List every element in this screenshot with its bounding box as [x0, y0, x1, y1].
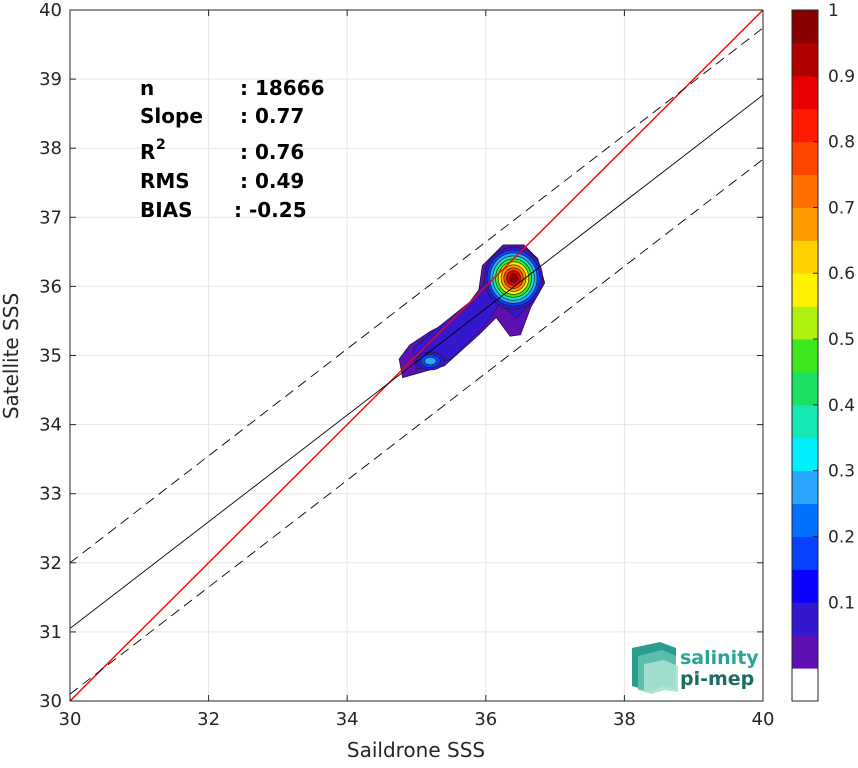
y-tick-label: 40 — [39, 0, 62, 21]
contour-level — [424, 356, 437, 366]
confidence-line — [70, 27, 763, 564]
x-tick-label: 38 — [613, 709, 636, 730]
y-axis-ticks: 30 31 32 33 34 35 36 37 38 39 40 — [39, 0, 763, 712]
stats-box: n : 18666 Slope : 0.77 R 2 : 0.76 RMS : … — [140, 76, 325, 222]
y-tick-label: 36 — [39, 276, 62, 297]
stat-label-rms: RMS — [140, 169, 190, 193]
stat-value-bias: : -0.25 — [234, 198, 307, 222]
colorbar-segment — [792, 602, 818, 636]
colorbar-segment — [792, 240, 818, 274]
y-tick-label: 38 — [39, 138, 62, 159]
colorbar-tick-label: 0.5 — [828, 330, 855, 350]
colorbar-ticks: 0.1 0.2 0.3 0.4 0.5 0.6 0.7 0.8 0.9 1 — [813, 1, 855, 613]
x-tick-label: 40 — [752, 709, 775, 730]
stat-value-rms: : 0.49 — [240, 169, 304, 193]
colorbar-segment — [792, 437, 818, 472]
colorbar-tick-label: 0.7 — [828, 198, 855, 218]
x-tick-label: 32 — [197, 709, 220, 730]
colorbar-segment — [792, 536, 818, 570]
colorbar-tick-label: 0.3 — [828, 462, 855, 482]
stat-value-r2: : 0.76 — [240, 140, 304, 164]
colorbar-segment — [792, 470, 818, 505]
y-tick-label: 37 — [39, 207, 62, 228]
identity-line — [70, 10, 763, 701]
logo-line1: salinity — [680, 647, 759, 669]
colorbar-segment — [792, 404, 818, 439]
colorbar-segment — [792, 75, 818, 110]
colorbar-segment — [792, 569, 818, 603]
colorbar-tick-label: 0.2 — [828, 527, 855, 547]
x-axis-ticks: 30 32 34 36 38 40 — [59, 10, 775, 730]
colorbar-tick-label: 0.9 — [828, 67, 855, 87]
stat-label-slope: Slope — [140, 104, 203, 128]
colorbar-tick-label: 0.4 — [828, 396, 855, 416]
stat-value-slope: : 0.77 — [240, 104, 304, 128]
colorbar-segment — [792, 668, 818, 702]
colorbar-segment — [792, 371, 818, 406]
stat-label-r2-sup: 2 — [156, 137, 166, 153]
logo-wave-icon — [632, 642, 678, 694]
y-tick-label: 34 — [39, 415, 62, 436]
confidence-line — [70, 158, 763, 695]
stat-value-n: : 18666 — [240, 76, 325, 100]
logo-line2: pi-mep — [680, 668, 754, 690]
colorbar-segment — [792, 207, 818, 241]
y-tick-label: 35 — [39, 346, 62, 367]
y-tick-label: 30 — [39, 691, 62, 712]
colorbar-segment — [792, 306, 818, 340]
regression-line — [70, 94, 763, 629]
colorbar-tick-label: 0.6 — [828, 264, 855, 284]
y-axis-label: Satellite SSS — [0, 293, 23, 419]
contour-level — [509, 273, 518, 283]
colorbar-frame — [791, 9, 819, 702]
colorbar-segment — [792, 174, 818, 208]
colorbar — [791, 9, 819, 702]
colorbar-segment — [792, 635, 818, 669]
regression-lines — [70, 10, 763, 701]
salinity-pi-mep-logo: salinity pi-mep — [632, 642, 759, 694]
colorbar-segment — [792, 141, 818, 176]
y-tick-label: 32 — [39, 553, 62, 574]
x-tick-label: 30 — [59, 709, 82, 730]
colorbar-tick-label: 1 — [828, 1, 839, 21]
colorbar-tick-label: 0.1 — [828, 593, 855, 613]
stat-label-n: n — [140, 76, 154, 100]
colorbar-segment — [792, 339, 818, 373]
y-tick-label: 39 — [39, 69, 62, 90]
grid — [69, 9, 764, 702]
colorbar-segment — [792, 273, 818, 307]
x-axis-label: Saildrone SSS — [347, 738, 485, 762]
y-tick-label: 33 — [39, 484, 62, 505]
y-tick-label: 31 — [39, 622, 62, 643]
x-tick-label: 36 — [474, 709, 497, 730]
colorbar-segment — [792, 503, 818, 537]
colorbar-tick-label: 0.8 — [828, 133, 855, 153]
colorbar-segment — [792, 108, 818, 143]
colorbar-segment — [792, 42, 818, 77]
stat-label-bias: BIAS — [140, 198, 193, 222]
x-tick-label: 34 — [336, 709, 359, 730]
colorbar-segment — [792, 10, 818, 44]
stat-label-r2: R — [140, 140, 155, 164]
